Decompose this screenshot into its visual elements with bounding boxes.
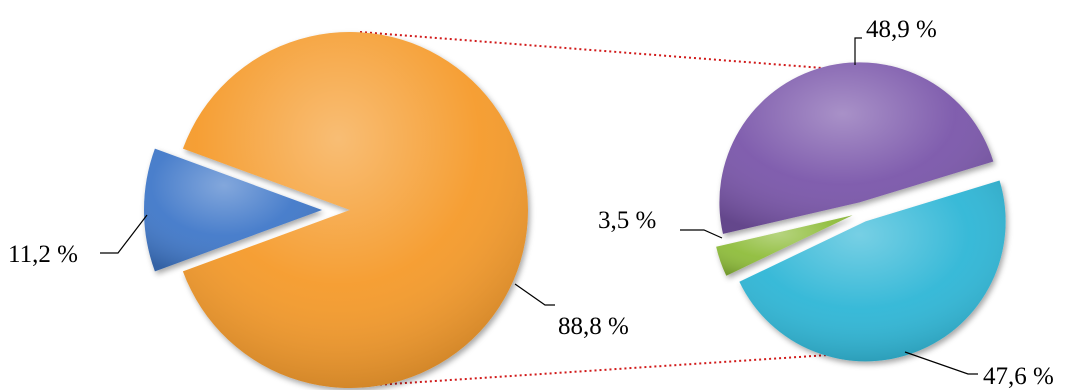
main-pie xyxy=(144,31,529,388)
secondary-pie xyxy=(716,62,1006,362)
pie-slice-gloss xyxy=(739,180,1006,362)
pie-slice-gloss xyxy=(144,148,322,272)
data-label-47-6: 47,6 % xyxy=(983,363,1054,390)
pie-slice-gloss xyxy=(716,215,853,276)
leader-line-48-9 xyxy=(854,37,862,65)
leader-line-11-2 xyxy=(100,214,148,254)
connector-line-top xyxy=(359,31,875,73)
data-label-3-5: 3,5 % xyxy=(598,207,656,234)
data-label-48-9: 48,9 % xyxy=(866,16,937,43)
leader-line-88-8 xyxy=(514,283,555,306)
pie-slice-gloss xyxy=(182,31,529,388)
pie-slice-gloss xyxy=(719,62,994,234)
data-label-88-8: 88,8 % xyxy=(558,313,629,340)
leader-line-47-6 xyxy=(904,351,978,375)
leader-line-3-5 xyxy=(680,229,723,239)
data-label-11-2: 11,2 % xyxy=(8,241,78,268)
connector-line-bottom xyxy=(359,351,875,387)
